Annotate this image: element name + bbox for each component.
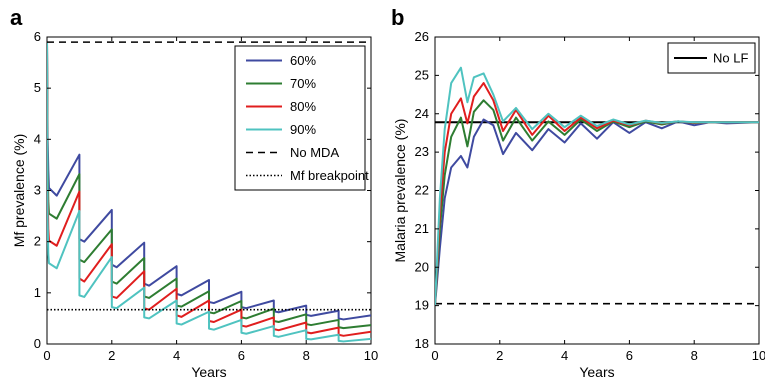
y-tick-label: 6 xyxy=(34,29,41,44)
y-tick-label: 1 xyxy=(34,285,41,300)
y-tick-label: 21 xyxy=(415,221,429,236)
legend-a: 60% 70% 80% 90% No MDA Mf breakpoint xyxy=(234,45,369,191)
y-tick-label: 4 xyxy=(34,131,41,146)
y-tick-label: 24 xyxy=(415,106,429,121)
y-tick-label: 20 xyxy=(415,259,429,274)
legend-label: 60% xyxy=(290,53,316,68)
y-axis-label: Mf prevalence (%) xyxy=(11,134,27,248)
legend-label: Mf breakpoint xyxy=(290,168,369,183)
y-tick-label: 0 xyxy=(34,336,41,351)
legend-box xyxy=(234,45,366,191)
y-tick-label: 23 xyxy=(415,144,429,159)
y-tick-label: 2 xyxy=(34,234,41,249)
legend-label: 70% xyxy=(290,76,316,91)
x-tick-label: 6 xyxy=(626,348,633,363)
panel-a: 0 2 4 6 8 10 0 1 2 3 4 5 6 Years Mf prevalence (%) a 60%… xyxy=(10,5,378,380)
x-tick-label: 2 xyxy=(496,348,503,363)
x-tick-label: 10 xyxy=(752,348,765,363)
x-tick-label: 4 xyxy=(561,348,568,363)
y-tick-label: 25 xyxy=(415,67,429,82)
x-tick-label: 8 xyxy=(691,348,698,363)
legend-label: 90% xyxy=(290,122,316,137)
y-tick-label: 3 xyxy=(34,183,41,198)
x-tick-label: 4 xyxy=(173,348,180,363)
x-tick-label: 0 xyxy=(431,348,438,363)
series-line-b-5 xyxy=(435,66,759,306)
legend-label: No MDA xyxy=(290,145,339,160)
y-tick-label: 26 xyxy=(415,29,429,44)
plot-frame-b xyxy=(434,36,760,345)
legend-b: No LF xyxy=(667,42,756,74)
panel-letter: a xyxy=(10,5,23,30)
series-group-b xyxy=(435,66,759,306)
y-tick-label: 19 xyxy=(415,298,429,313)
x-tick-label: 2 xyxy=(108,348,115,363)
panel-letter: b xyxy=(391,5,404,30)
x-axis-label: Years xyxy=(579,364,614,380)
y-tick-label: 5 xyxy=(34,80,41,95)
x-tick-label: 6 xyxy=(238,348,245,363)
x-tick-label: 10 xyxy=(364,348,378,363)
x-axis-label: Years xyxy=(191,364,226,380)
series-group-a xyxy=(47,41,371,343)
y-tick-label: 18 xyxy=(415,336,429,351)
y-axis-label: Malaria prevalence (%) xyxy=(392,119,408,263)
x-tick-label: 0 xyxy=(43,348,50,363)
legend-label: No LF xyxy=(713,51,748,66)
legend-label: 80% xyxy=(290,99,316,114)
series-line-a-3 xyxy=(47,42,371,343)
x-tick-label: 8 xyxy=(303,348,310,363)
y-tick-label: 22 xyxy=(415,183,429,198)
